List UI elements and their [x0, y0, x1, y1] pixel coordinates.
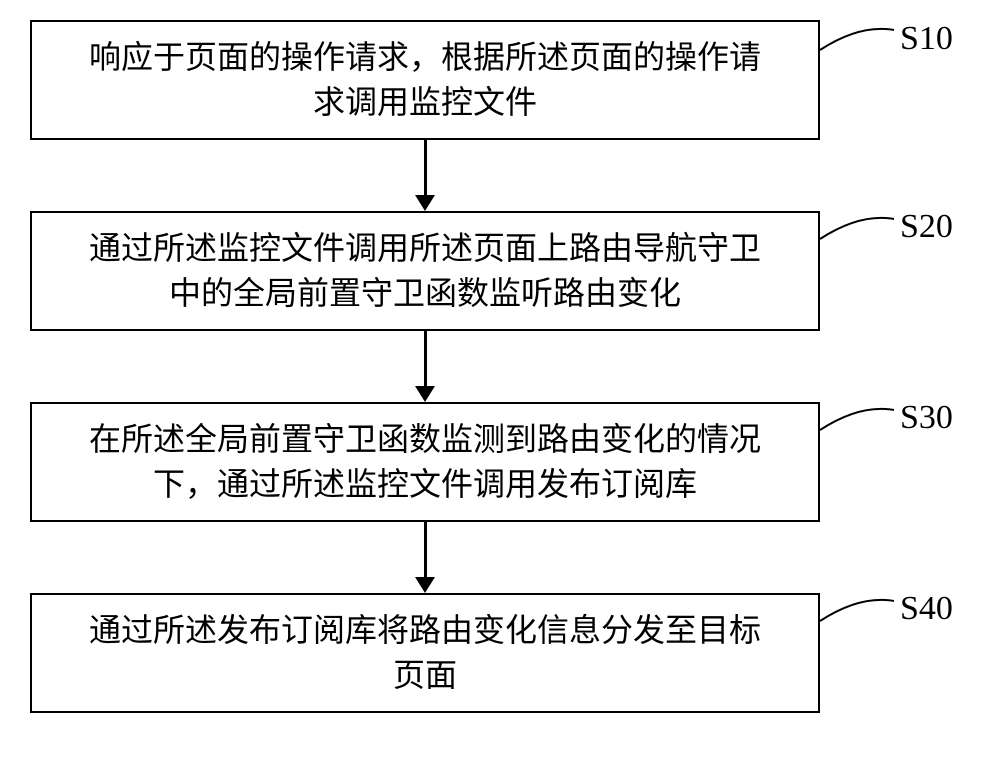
flowchart-canvas: 响应于页面的操作请求，根据所述页面的操作请 求调用监控文件 通过所述监控文件调用…: [0, 0, 1000, 779]
leader-s40: [0, 0, 1000, 779]
